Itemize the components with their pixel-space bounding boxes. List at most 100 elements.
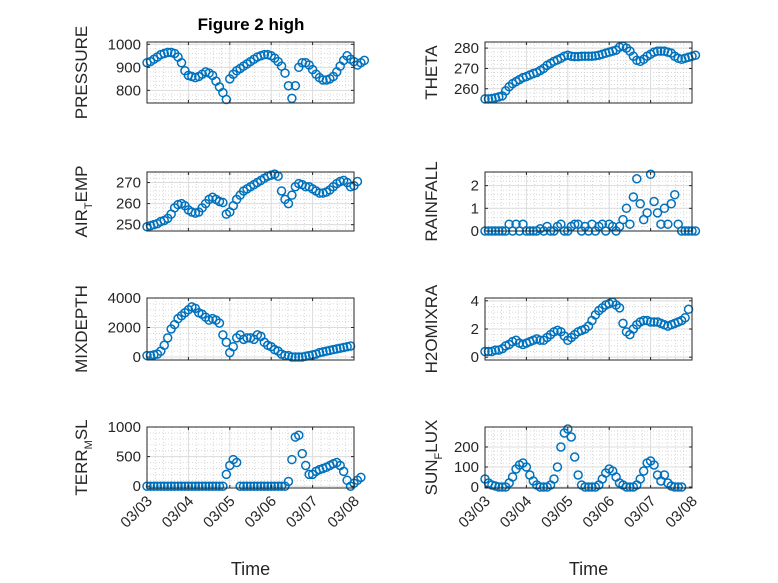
- data-point: [676, 482, 687, 492]
- data-point: [190, 481, 201, 491]
- y-axis-label-subscript: F: [433, 452, 445, 459]
- y-tick-label: 250: [116, 217, 141, 234]
- data-point: [645, 317, 656, 327]
- data-point: [221, 337, 232, 348]
- y-tick-label: 0: [471, 479, 479, 496]
- y-axis-label-subscript: T: [83, 202, 95, 209]
- data-point: [273, 481, 283, 491]
- data-point: [287, 93, 297, 104]
- data-point: [345, 341, 356, 351]
- y-tick-label: 1000: [108, 36, 141, 53]
- data-series: [142, 430, 366, 491]
- x-axis-label: Time: [569, 559, 608, 579]
- data-point: [587, 51, 597, 61]
- data-point: [497, 482, 507, 492]
- axes-box: [484, 41, 693, 104]
- data-point: [283, 80, 294, 91]
- data-point: [645, 169, 656, 180]
- data-point: [666, 199, 677, 209]
- y-tick-label: 1: [471, 200, 479, 217]
- subplot-2: 260 270 280 THETA: [422, 40, 701, 104]
- data-point: [166, 481, 176, 491]
- y-axis-label: THETA: [422, 45, 441, 100]
- subplot-4: 0 1 2 RAINFALL: [422, 161, 701, 242]
- y-tick-label: 2: [471, 178, 479, 195]
- data-point: [314, 188, 325, 198]
- data-point: [638, 315, 649, 326]
- data-point: [318, 75, 328, 85]
- data-point: [218, 481, 228, 491]
- data-point: [162, 47, 173, 58]
- data-point: [245, 481, 256, 491]
- y-tick-label: 800: [116, 82, 141, 99]
- axes-box: [146, 426, 355, 489]
- data-point: [159, 481, 169, 491]
- data-point: [621, 482, 632, 492]
- y-axis-label-text: PRESSURE: [72, 26, 91, 120]
- y-axis-label-text: H2OMIXRA: [422, 284, 441, 373]
- data-point: [276, 481, 287, 491]
- data-point: [680, 312, 690, 323]
- data-point: [690, 50, 701, 60]
- data-point: [569, 452, 580, 462]
- data-point: [287, 352, 297, 362]
- data-point: [573, 470, 583, 480]
- data-point: [635, 474, 645, 484]
- y-axis-label-text: AIR: [72, 209, 91, 237]
- data-point: [549, 474, 559, 484]
- data-point: [683, 304, 694, 315]
- data-point: [566, 432, 576, 442]
- y-tick-label: 0: [471, 349, 479, 366]
- data-point: [521, 462, 532, 472]
- axes-box: [146, 41, 355, 104]
- y-axis-label: MIXDEPTH: [72, 285, 91, 373]
- data-point: [294, 430, 304, 441]
- y-axis-label: H2OMIXRA: [422, 284, 441, 373]
- data-point: [242, 481, 252, 491]
- data-point: [263, 481, 273, 491]
- data-point: [483, 346, 494, 357]
- data-point: [663, 219, 673, 229]
- y-tick-label: 200: [454, 439, 479, 456]
- data-point: [356, 472, 366, 483]
- data-point: [218, 330, 228, 340]
- y-tick-label: 1000: [108, 419, 141, 436]
- data-point: [176, 481, 187, 491]
- data-point: [269, 481, 280, 491]
- data-point: [290, 352, 301, 362]
- data-point: [252, 481, 263, 491]
- data-point: [642, 208, 652, 218]
- data-point: [183, 481, 194, 491]
- y-tick-label: 260: [454, 81, 479, 98]
- y-tick-label: 100: [454, 459, 479, 476]
- plot-area: [147, 427, 354, 488]
- data-point: [583, 51, 594, 61]
- data-point: [228, 341, 238, 352]
- y-axis-label-text: THETA: [422, 45, 441, 100]
- data-point: [659, 203, 670, 214]
- data-point: [569, 51, 580, 62]
- data-series: [480, 41, 701, 104]
- data-point: [621, 203, 632, 214]
- data-point: [552, 462, 563, 472]
- data-point: [218, 197, 228, 208]
- y-axis-label-text: SUN: [422, 459, 441, 495]
- figure-title: Figure 2 high: [198, 15, 305, 34]
- data-point: [287, 190, 297, 200]
- data-point: [618, 318, 628, 329]
- data-point: [221, 94, 232, 105]
- data-point: [569, 219, 580, 229]
- data-point: [197, 481, 207, 491]
- y-axis-label: RAINFALL: [422, 161, 441, 241]
- y-axis-label-text: LUX: [422, 420, 441, 453]
- data-point: [204, 481, 214, 491]
- data-point: [494, 482, 504, 492]
- data-point: [276, 186, 287, 196]
- data-point: [670, 189, 680, 200]
- data-point: [214, 318, 225, 328]
- data-point: [590, 51, 601, 61]
- data-point: [673, 482, 683, 492]
- data-point: [535, 482, 545, 492]
